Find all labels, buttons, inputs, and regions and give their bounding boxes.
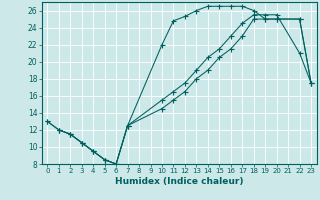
X-axis label: Humidex (Indice chaleur): Humidex (Indice chaleur) <box>115 177 244 186</box>
